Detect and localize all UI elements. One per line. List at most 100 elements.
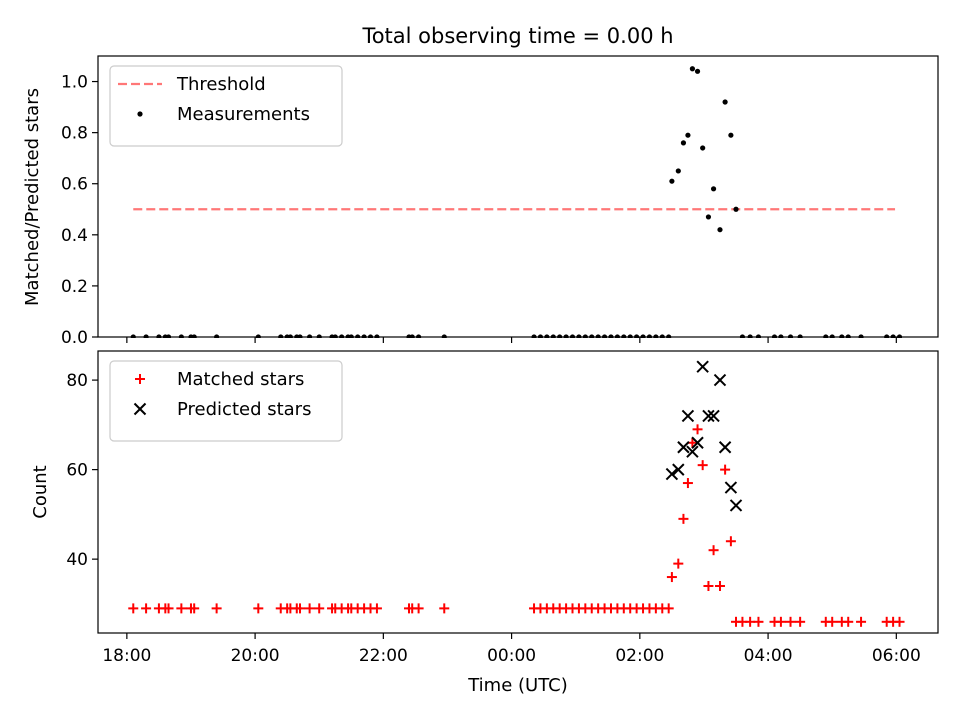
measurements-legend-key [137,111,143,117]
matched-stars-legend-key [135,374,145,384]
measurement-point [640,334,646,338]
measurement-point [589,334,595,338]
measurement-point [797,334,803,338]
top-plot-frame [97,55,939,338]
measurement-point [621,334,627,338]
predicted-stars-point [681,409,695,423]
bottom-data-layer [128,360,905,627]
matched-stars-point [189,603,200,614]
measurement-point [595,334,601,338]
matched-stars-point [163,603,174,614]
measurement-point [563,334,569,338]
x-tick-label: 00:00 [487,646,536,666]
matched-stars-point [211,603,222,614]
measurement-point [278,334,284,338]
measurement-point [680,140,687,146]
ratio-plot: 0.0 0.2 0.4 0.6 0.8 1.0 Threshold Measurements [61,55,939,348]
bottom-plot-frame [97,350,939,634]
x-tick-label: 06:00 [872,646,921,666]
matched-stars-point [413,603,424,614]
measurement-point [705,214,712,220]
measurement-point [287,334,293,338]
measurement-point [778,334,784,338]
matched-stars-point [843,616,854,627]
matched-stars-point [753,616,764,627]
measurement-point [582,334,588,338]
measurement-point [550,334,556,338]
measurement-point [700,145,706,151]
measurement-point [191,334,197,338]
measurement-point [178,334,184,338]
top-y-tick-label: 0.2 [61,277,88,297]
matched-stars-point [725,536,736,547]
measurement-point [339,334,345,338]
matched-stars-point [253,603,264,614]
matched-stars-point [371,603,382,614]
top-y-tick-label: 0.0 [61,328,88,348]
measurement-point [601,334,608,338]
measurement-point [374,334,380,338]
matched-stars-point [304,603,315,614]
predicted-stars-point [696,360,709,373]
top-y-tick-label: 0.4 [61,226,88,246]
measurement-point [569,334,576,338]
top-legend: Threshold Measurements [109,65,343,147]
measurement-point [608,334,614,338]
measurement-point [689,66,696,72]
measurement-point [823,334,829,338]
x-tick-label: 20:00 [231,646,280,666]
top-y-axis-label: Matched/Predicted stars [22,88,43,306]
predicted-stars-point [665,467,679,481]
measurement-point [685,132,691,138]
matched-stars-point [314,603,325,614]
legend-label: Threshold [176,74,266,95]
measurement-point [367,334,374,338]
measurement-point [156,334,162,338]
matched-stars-point [141,603,152,614]
matched-stars-point [678,513,689,524]
matched-stars-point [785,616,796,627]
top-legend-box [109,65,343,147]
predicted-stars-point [718,441,732,454]
matched-stars-point [439,603,450,614]
measurement-point [544,334,550,338]
legend-label: Measurements [177,104,310,125]
measurement-point [739,334,746,338]
measurement-point [165,334,172,338]
matched-stars-point [827,616,838,627]
measurement-point [409,334,415,338]
measurement-point [733,206,739,212]
measurement-point [829,334,835,338]
top-y-tick-label: 0.8 [61,124,88,144]
chart-title: Total observing time = 0.00 h [361,24,673,48]
measurement-point [143,334,149,338]
matched-stars-point [894,616,905,627]
measurement-point [537,334,544,338]
measurement-point [728,132,734,138]
legend-label: Predicted stars [177,399,311,420]
matched-stars-point [856,616,867,627]
matched-stars-point [795,616,806,627]
measurement-point [675,168,681,174]
matched-stars-point [720,464,731,475]
matched-stars-point [692,424,703,435]
matched-stars-point [745,616,756,627]
measurement-point [361,334,367,338]
predicted-stars-point [691,436,704,449]
top-y-tick-label: 0.6 [61,175,88,195]
measurement-point [666,334,672,338]
measurement-point [557,334,563,338]
measurement-point [332,334,338,338]
bottom-y-tick-label: 60 [66,461,88,481]
matched-stars-point [708,545,719,556]
predicted-stars-point [702,409,715,423]
x-axis-label: Time (UTC) [467,675,568,696]
matched-stars-point [294,603,305,614]
matched-stars-point [682,478,693,489]
measurement-point [646,334,653,338]
measurement-point [787,334,794,338]
measurement-point [634,334,640,338]
matched-stars-point [673,558,684,569]
measurement-point [722,99,728,105]
x-tick-label: 22:00 [359,646,408,666]
